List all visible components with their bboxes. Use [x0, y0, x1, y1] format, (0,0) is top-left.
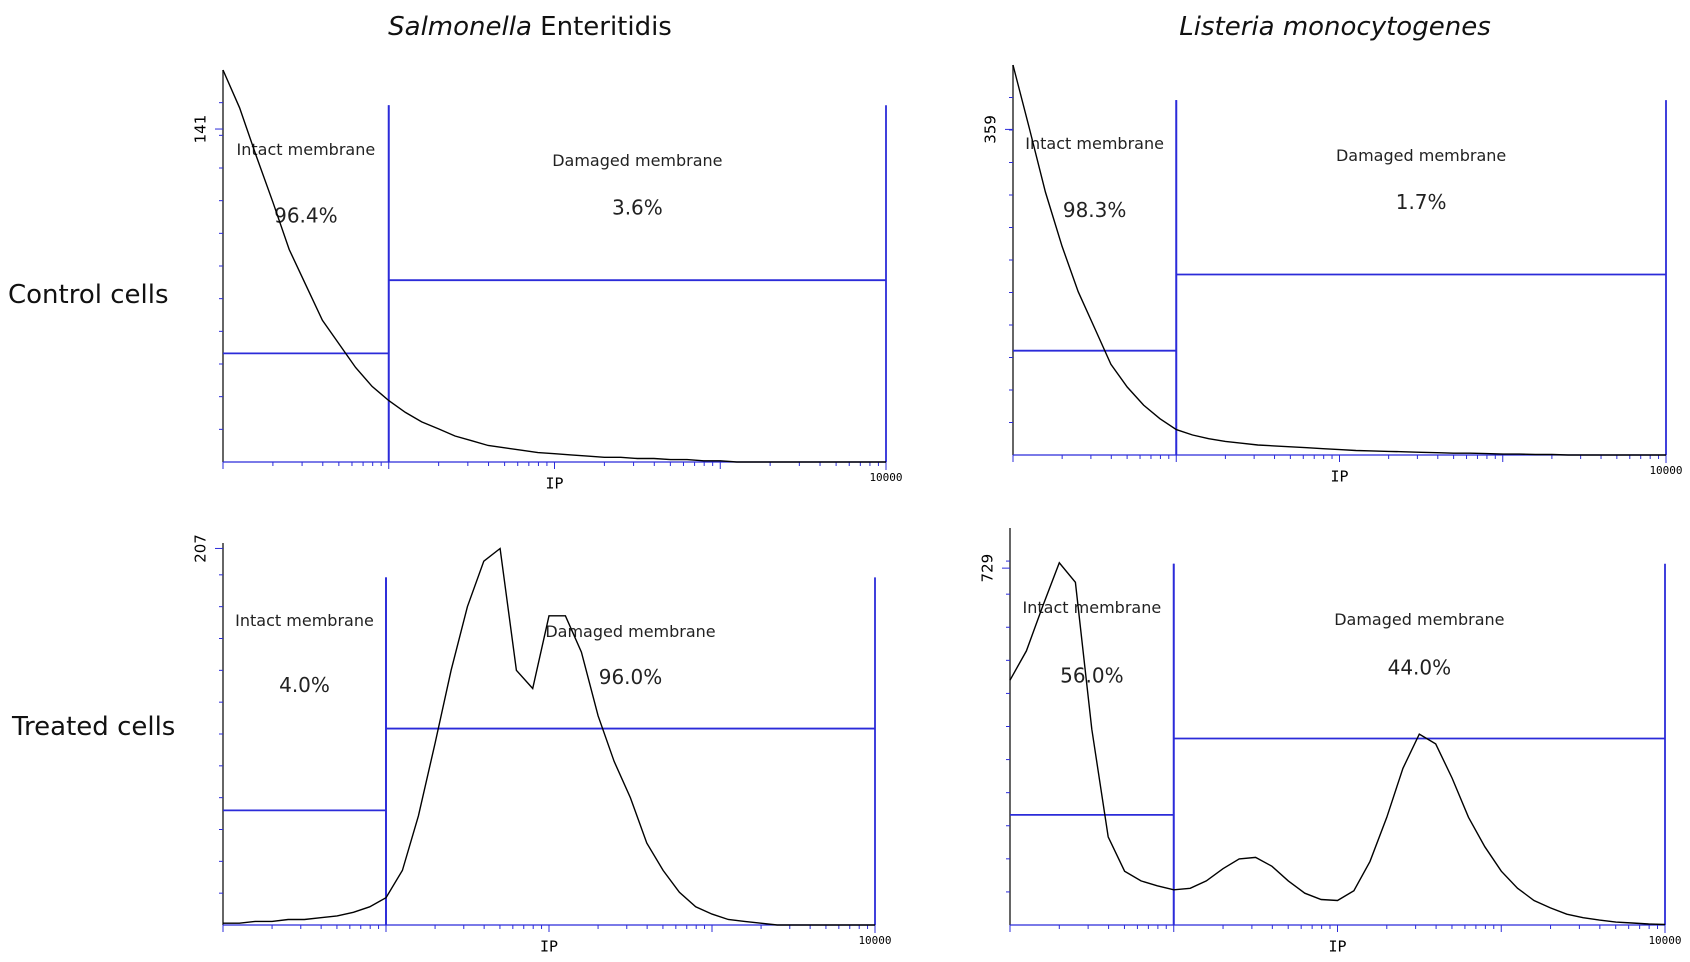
gate-name: Damaged membrane: [1335, 146, 1507, 165]
gate-name: Intact membrane: [1025, 134, 1164, 154]
gate-name-text: Intact membrane: [236, 139, 376, 159]
gate-name: Intact membrane: [236, 139, 376, 159]
row-title: Control cells: [8, 280, 169, 310]
x-axis-label: IP: [540, 938, 558, 956]
gate-percent: 4.0%: [279, 673, 330, 697]
gate-percent: 3.6%: [612, 196, 663, 220]
gate-name-text: Intact membrane: [1022, 598, 1162, 618]
histogram-line: [1012, 64, 1666, 456]
x-tick-label: 10000: [869, 471, 902, 484]
x-tick-label: 10000: [1648, 934, 1681, 947]
y-tick-label: 359: [982, 115, 1000, 144]
histogram-line: [223, 547, 875, 926]
gate-percent: 98.3%: [1063, 198, 1127, 222]
gate-name-text: Damaged membrane: [545, 622, 716, 642]
gate-name-text: Intact membrane: [1025, 134, 1164, 154]
y-tick-label: 141: [192, 115, 210, 144]
gate-percent: 96.0%: [599, 665, 663, 689]
gate-name-text: Intact membrane: [235, 610, 374, 630]
column-title-italic: Listeria monocytogenes: [1179, 12, 1491, 42]
y-tick-label: 207: [192, 534, 210, 563]
gate-name: Damaged membrane: [545, 622, 716, 642]
gate-name-text: Damaged membrane: [1335, 146, 1507, 165]
gate-name: Intact membrane: [235, 610, 374, 630]
gate-percent: 56.0%: [1060, 663, 1124, 687]
column-title: Listeria monocytogenes: [1179, 12, 1490, 42]
histogram-line: [1009, 561, 1666, 926]
x-axis-label: IP: [545, 475, 563, 493]
gate-name-text: Damaged membrane: [552, 151, 723, 171]
histogram-line: [222, 69, 886, 463]
y-tick-label: 729: [979, 554, 997, 583]
column-title-italic: Salmonella: [388, 12, 532, 42]
gate-percent: 44.0%: [1388, 655, 1452, 679]
x-tick-label: 10000: [858, 934, 891, 947]
column-title-text: Enteritidis: [540, 12, 672, 42]
gate-name: Damaged membrane: [552, 151, 723, 171]
column-title: Salmonella Enteritidis: [388, 12, 672, 42]
x-tick-label: 10000: [1649, 464, 1682, 477]
gate-name: Intact membrane: [1022, 598, 1162, 618]
x-axis-label: IP: [1328, 938, 1346, 956]
x-axis-label: IP: [1330, 468, 1348, 486]
row-title: Treated cells: [12, 712, 176, 742]
gate-name-text: Damaged membrane: [1334, 610, 1505, 630]
gate-name: Damaged membrane: [1334, 610, 1505, 630]
gate-percent: 96.4%: [274, 204, 338, 228]
gate-percent: 1.7%: [1396, 190, 1447, 214]
